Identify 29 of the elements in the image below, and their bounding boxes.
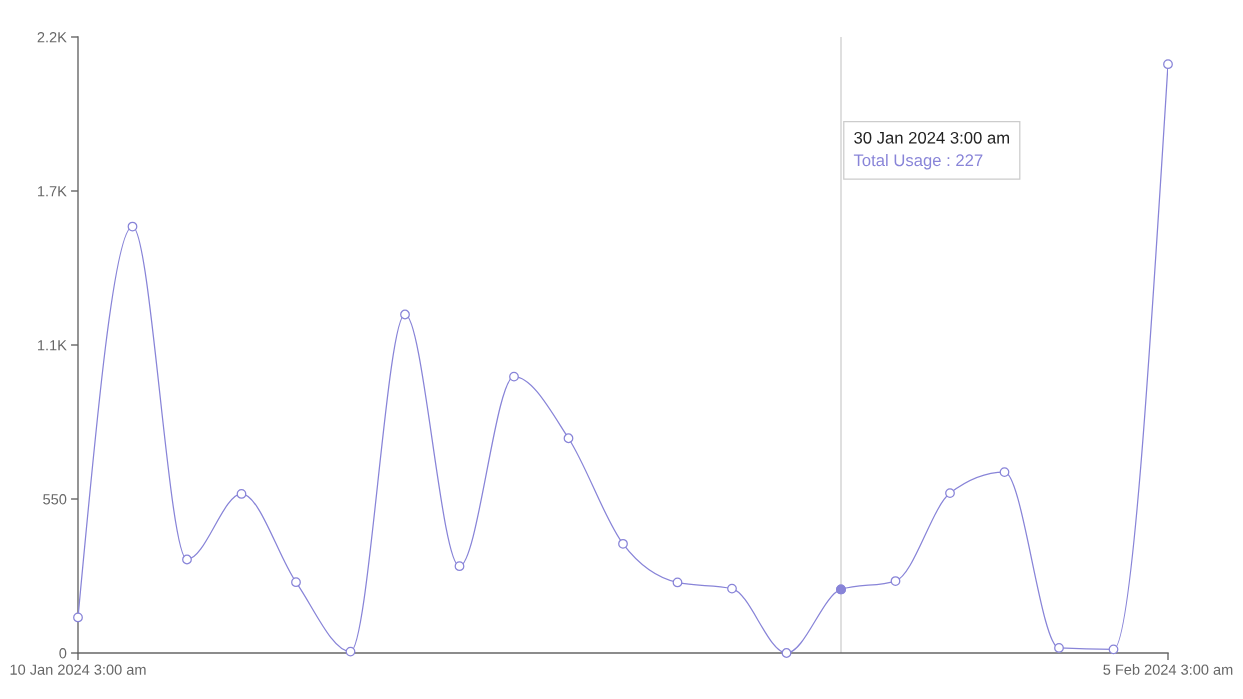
y-tick-label: 550 xyxy=(43,494,67,505)
point xyxy=(672,577,683,588)
point xyxy=(73,612,83,623)
point xyxy=(345,646,356,657)
point xyxy=(291,577,301,588)
point xyxy=(618,538,628,549)
y-tick-label: 1.7K xyxy=(38,186,67,197)
point xyxy=(1054,643,1064,653)
annotation: 30 Jan 2024 3:00 am xyxy=(854,131,1009,144)
point xyxy=(236,489,247,499)
x-tick-label: 10 Jan 2024 3:00 am xyxy=(10,664,146,675)
point xyxy=(781,648,792,658)
y-tick-label: 1.1K xyxy=(38,340,67,351)
y-tick-label: 2.2K xyxy=(37,32,67,43)
point xyxy=(945,488,955,499)
point xyxy=(1108,644,1119,655)
annotation: Total Usage : 227 xyxy=(853,153,983,170)
point xyxy=(509,371,519,382)
point xyxy=(563,433,574,444)
point xyxy=(999,467,1010,478)
point xyxy=(1163,59,1173,70)
point xyxy=(127,221,138,232)
point xyxy=(890,576,901,586)
point xyxy=(454,561,465,572)
point xyxy=(727,583,737,594)
x-tick-label: 5 Feb 2024 3:00 am xyxy=(1103,664,1233,675)
point xyxy=(400,309,410,320)
point xyxy=(182,554,192,565)
y-tick-label: 0 xyxy=(59,648,67,659)
